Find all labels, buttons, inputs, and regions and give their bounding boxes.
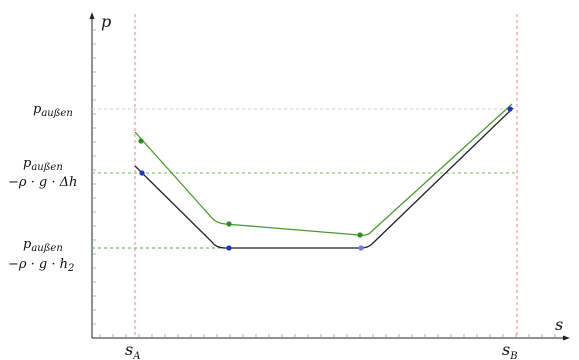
y-axis-label: p	[101, 12, 111, 31]
series-black-curve	[134, 107, 514, 249]
y-label-p-dh-line1: paußen	[23, 156, 63, 173]
x-axis-label: s	[555, 315, 563, 334]
x-axis-arrow	[563, 335, 570, 341]
y-axis-ticks	[92, 29, 96, 325]
black-marker-4	[507, 106, 513, 112]
black-marker-2	[226, 245, 232, 251]
y-label-p-aussen: paußen	[33, 102, 73, 119]
series-green-curve	[134, 103, 513, 236]
green-marker-3	[357, 232, 363, 238]
y-label-p-h2-line1: paußen	[23, 237, 63, 254]
x-tick-label-sA: sA	[125, 340, 140, 360]
y-label-p-h2-line2: −ρ · g · h2	[8, 257, 74, 274]
black-marker-1	[139, 170, 145, 176]
y-label-p-dh-line2: −ρ · g · Δh	[8, 175, 77, 190]
x-axis-ticks	[99, 334, 556, 338]
black-marker-3	[358, 245, 364, 251]
green-marker-1	[138, 138, 144, 144]
x-tick-label-sB: sB	[502, 340, 518, 360]
green-marker-2	[226, 221, 232, 227]
y-axis-arrow	[89, 12, 95, 19]
